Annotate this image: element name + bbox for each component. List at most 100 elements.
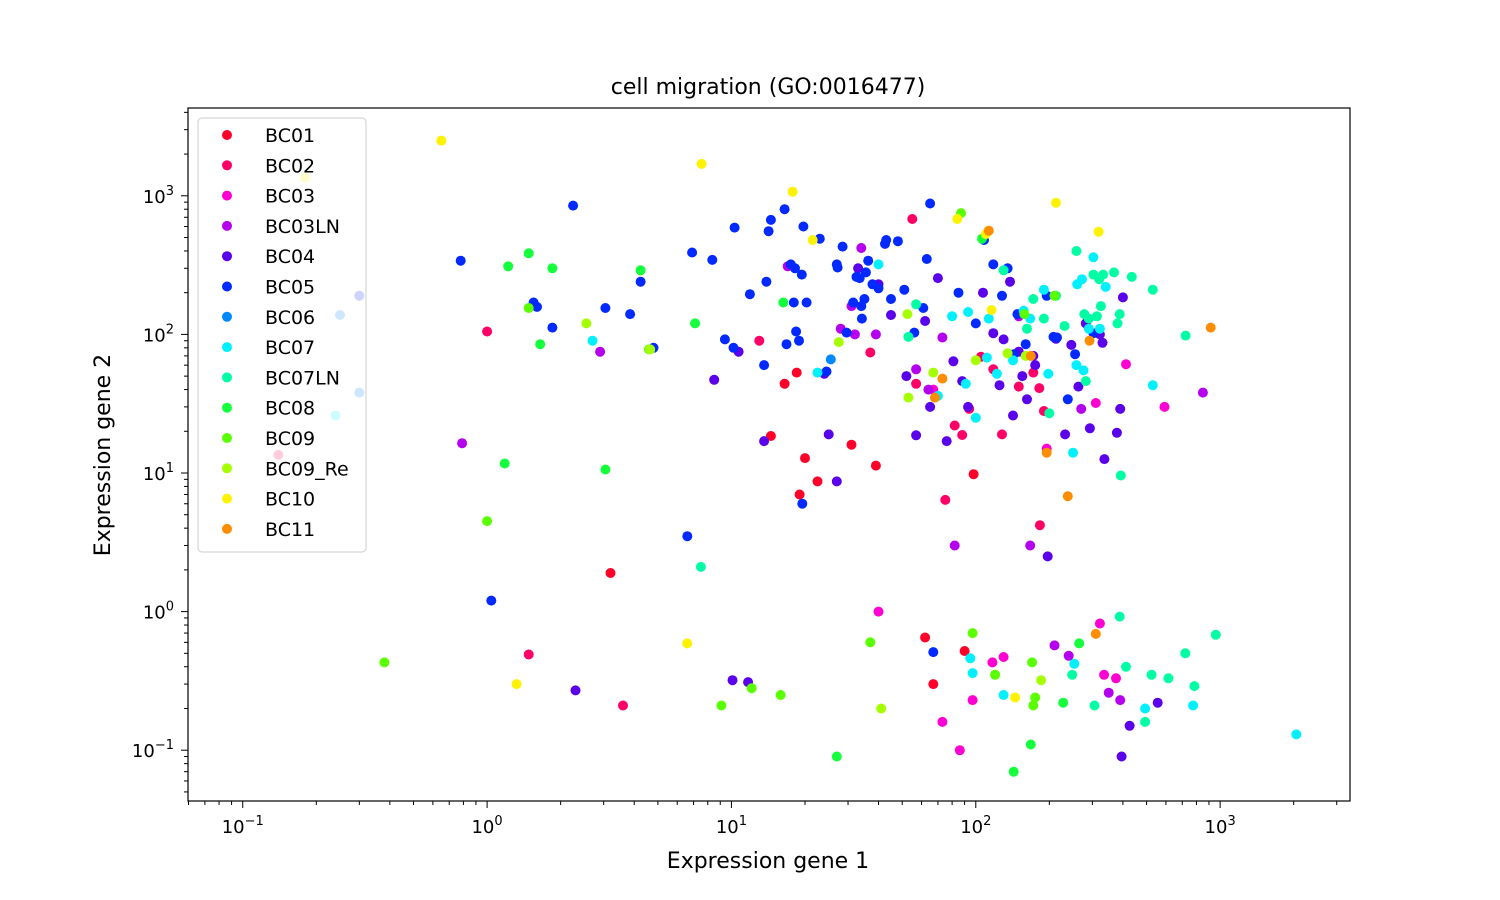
data-point-bc08-10 <box>1008 766 1019 777</box>
x-tick-label: 10−1 <box>222 814 264 838</box>
data-point-bc07-20 <box>1069 658 1080 669</box>
data-point-bc07ln-5 <box>1028 294 1039 304</box>
data-point-bc02-2 <box>754 335 765 346</box>
data-point-bc10-8 <box>1010 692 1021 703</box>
legend-box <box>197 117 367 553</box>
data-point-bc07ln-32 <box>1210 629 1221 640</box>
data-point-bc07ln-23 <box>1121 661 1131 672</box>
data-point-bc05-9 <box>635 276 646 287</box>
data-point-bc03-2 <box>937 716 948 727</box>
data-point-bc05-8 <box>625 309 636 320</box>
data-point-bc02-14 <box>1028 367 1039 378</box>
data-point-bc05-21 <box>765 214 776 225</box>
legend-marker-bc10 <box>222 493 232 504</box>
data-point-bc07-23 <box>1077 274 1087 285</box>
data-point-bc07ln-10 <box>1067 669 1078 680</box>
data-point-bc11-7 <box>1090 628 1101 639</box>
data-point-bc04-30 <box>1042 551 1053 562</box>
data-point-bc01-10 <box>928 679 939 690</box>
data-point-bc04-32 <box>1060 429 1071 440</box>
data-point-bc07ln-7 <box>1044 408 1055 419</box>
data-point-bc02-18 <box>523 649 534 660</box>
data-point-bc04-2 <box>727 675 738 686</box>
data-point-bc07ln-4 <box>1022 323 1032 334</box>
data-point-bc04-29 <box>1030 360 1041 371</box>
data-point-bc07ln-30 <box>1180 330 1191 341</box>
data-point-bc09_re-3 <box>876 703 887 714</box>
data-point-bc04-42 <box>1116 751 1127 762</box>
legend-marker-bc03ln <box>222 220 232 231</box>
y-tick-label: 10−1 <box>132 738 174 762</box>
data-point-bc07-6 <box>960 378 971 389</box>
data-point-bc07ln-14 <box>1083 313 1094 324</box>
y-tick-label: 101 <box>143 461 174 485</box>
data-point-bc07-33 <box>965 653 976 664</box>
legend-marker-bc07ln <box>222 372 232 383</box>
data-point-bc04-13 <box>920 316 931 326</box>
data-point-bc07ln-35 <box>1114 309 1125 320</box>
data-point-bc07ln-21 <box>1114 611 1125 622</box>
data-point-bc11-0 <box>929 392 940 403</box>
data-point-bc09-6 <box>865 637 876 648</box>
data-point-bc05-27 <box>794 335 804 346</box>
data-point-bc03ln-6 <box>911 364 922 375</box>
data-point-bc07ln-1 <box>903 331 914 342</box>
data-point-bc05-72 <box>788 297 799 308</box>
data-point-bc11-3 <box>1025 350 1036 361</box>
data-point-bc02-15 <box>1034 383 1045 394</box>
data-point-bc09_re-2 <box>833 337 844 348</box>
data-point-bc05-43 <box>860 267 871 278</box>
data-point-bc03ln-15 <box>1103 687 1114 698</box>
data-point-bc02-16 <box>1034 520 1045 531</box>
data-point-bc10-7 <box>986 305 997 315</box>
data-point-bc01-6 <box>846 439 857 450</box>
data-point-bc05-13 <box>707 254 718 265</box>
data-point-bc05-55 <box>925 198 936 209</box>
data-point-bc08-3 <box>535 339 546 350</box>
data-point-bc03ln-7 <box>923 384 934 395</box>
data-point-bc05-4 <box>532 301 542 312</box>
data-point-bc05-26 <box>791 326 802 337</box>
data-point-bc10-4 <box>787 186 798 197</box>
data-point-bc07ln-27 <box>1147 284 1158 295</box>
data-point-bc07ln-0 <box>695 561 706 572</box>
data-point-bc07-24 <box>1078 365 1089 376</box>
data-point-bc04-22 <box>994 380 1005 391</box>
data-point-bc09-5 <box>775 690 786 700</box>
data-point-bc03ln-8 <box>937 332 948 343</box>
y-axis-label: Expression gene 2 <box>91 354 116 556</box>
legend-marker-bc08 <box>222 402 232 413</box>
data-point-bc05-41 <box>856 313 867 324</box>
data-point-bc09-9 <box>990 669 1001 680</box>
data-point-bc07ln-25 <box>1140 716 1151 727</box>
data-point-bc07-28 <box>1100 281 1111 292</box>
x-tick-label: 100 <box>471 814 502 838</box>
data-point-bc02-4 <box>907 214 918 224</box>
data-point-bc05-73 <box>851 271 862 282</box>
data-point-bc01-9 <box>920 632 931 643</box>
data-point-bc05-35 <box>832 262 843 273</box>
data-point-bc09-11 <box>1027 657 1038 668</box>
data-point-bc03-5 <box>987 657 998 668</box>
data-point-bc05-11 <box>682 531 693 542</box>
data-point-bc07ln-9 <box>1059 321 1070 331</box>
data-point-bc08-4 <box>547 263 558 274</box>
x-tick-label: 103 <box>1205 814 1236 838</box>
data-point-bc01-5 <box>779 378 790 389</box>
data-point-bc01-11 <box>959 646 970 656</box>
legend-label-bc03ln: BC03LN <box>265 216 340 238</box>
data-point-bc05-28 <box>797 498 808 509</box>
data-point-bc10-2 <box>682 638 693 649</box>
data-point-bc04-15 <box>932 273 943 284</box>
legend-marker-bc02 <box>222 160 232 171</box>
data-point-bc05-19 <box>761 276 772 287</box>
data-point-bc07ln-20 <box>1109 267 1119 278</box>
data-point-bc08-12 <box>1058 697 1069 708</box>
legend-label-bc08: BC08 <box>265 398 315 420</box>
data-point-bc04-5 <box>823 429 834 440</box>
data-point-bc05-30 <box>798 221 809 232</box>
data-point-bc03ln-11 <box>1025 540 1036 551</box>
data-point-bc03ln-14 <box>1076 403 1087 414</box>
data-point-bc05-57 <box>953 287 964 298</box>
